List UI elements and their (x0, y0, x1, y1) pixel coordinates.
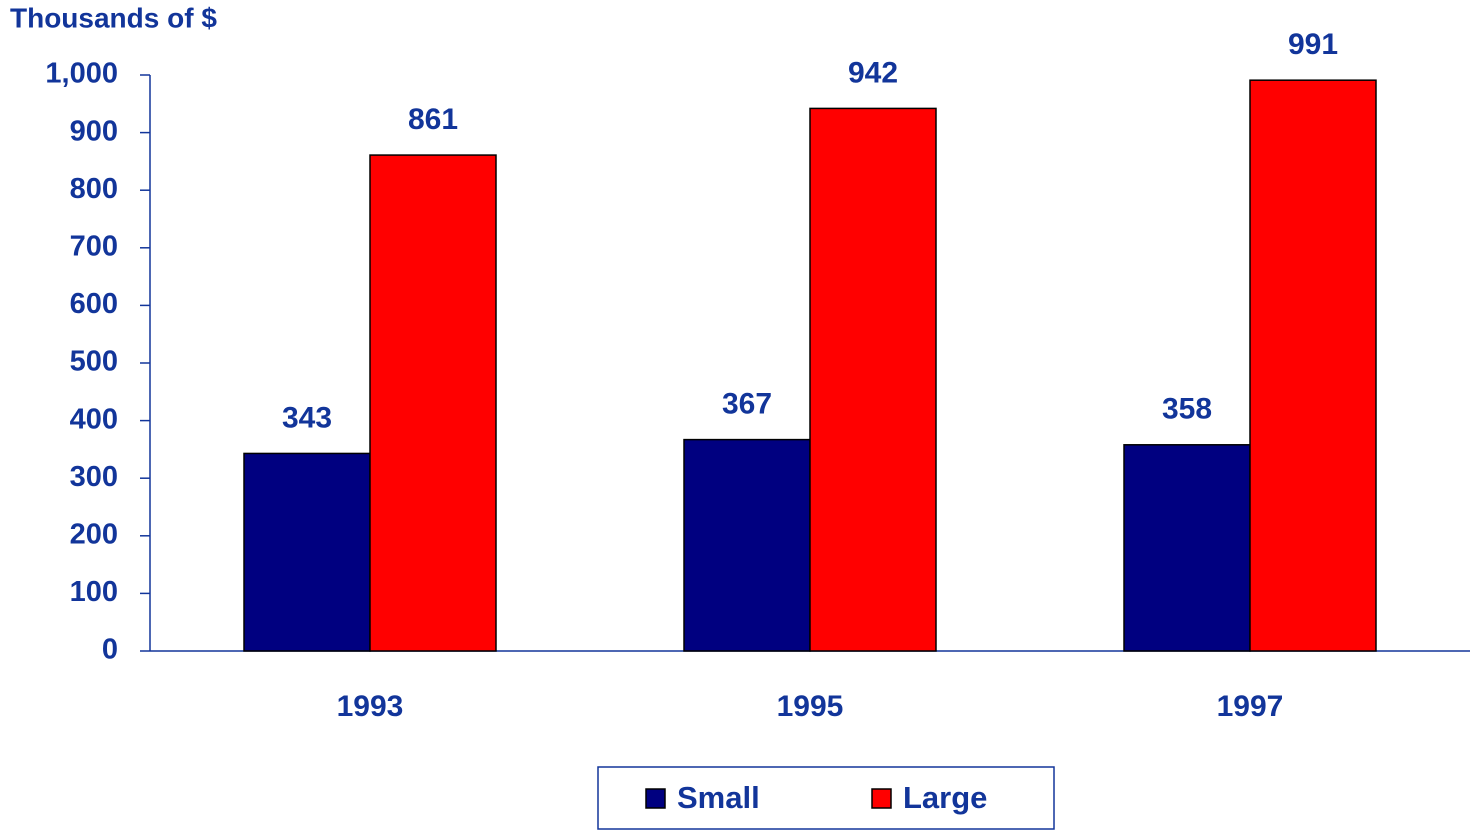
x-tick-label: 1995 (777, 690, 844, 723)
y-tick-label: 200 (70, 518, 118, 550)
y-tick-label: 900 (70, 115, 118, 147)
legend-box (597, 766, 1055, 830)
y-tick-label: 700 (70, 230, 118, 262)
data-label: 942 (848, 56, 898, 89)
y-tick-label: 100 (70, 576, 118, 608)
data-label: 367 (722, 388, 772, 421)
y-tick-label: 500 (70, 346, 118, 378)
x-tick-label: 1993 (337, 690, 404, 723)
legend-label: Large (903, 780, 987, 815)
y-tick-label: 300 (70, 461, 118, 493)
bar (1249, 79, 1377, 652)
y-tick-label: 800 (70, 173, 118, 205)
legend-swatch (871, 788, 892, 809)
bar (683, 438, 811, 652)
bar (809, 107, 937, 652)
y-tick-label: 0 (102, 634, 118, 666)
x-tick-label: 1997 (1217, 690, 1284, 723)
bar (369, 154, 497, 652)
y-tick-label: 600 (70, 288, 118, 320)
y-tick-label: 400 (70, 403, 118, 435)
data-label: 991 (1288, 28, 1338, 61)
data-label: 343 (282, 401, 332, 434)
bar (243, 452, 371, 652)
y-axis-label: Thousands of $ (10, 2, 217, 33)
data-label: 861 (408, 103, 458, 136)
data-label: 358 (1162, 393, 1212, 426)
legend-swatch (645, 788, 666, 809)
bar (1123, 444, 1251, 652)
legend-label: Small (677, 780, 760, 815)
y-tick-label: 1,000 (45, 58, 118, 90)
